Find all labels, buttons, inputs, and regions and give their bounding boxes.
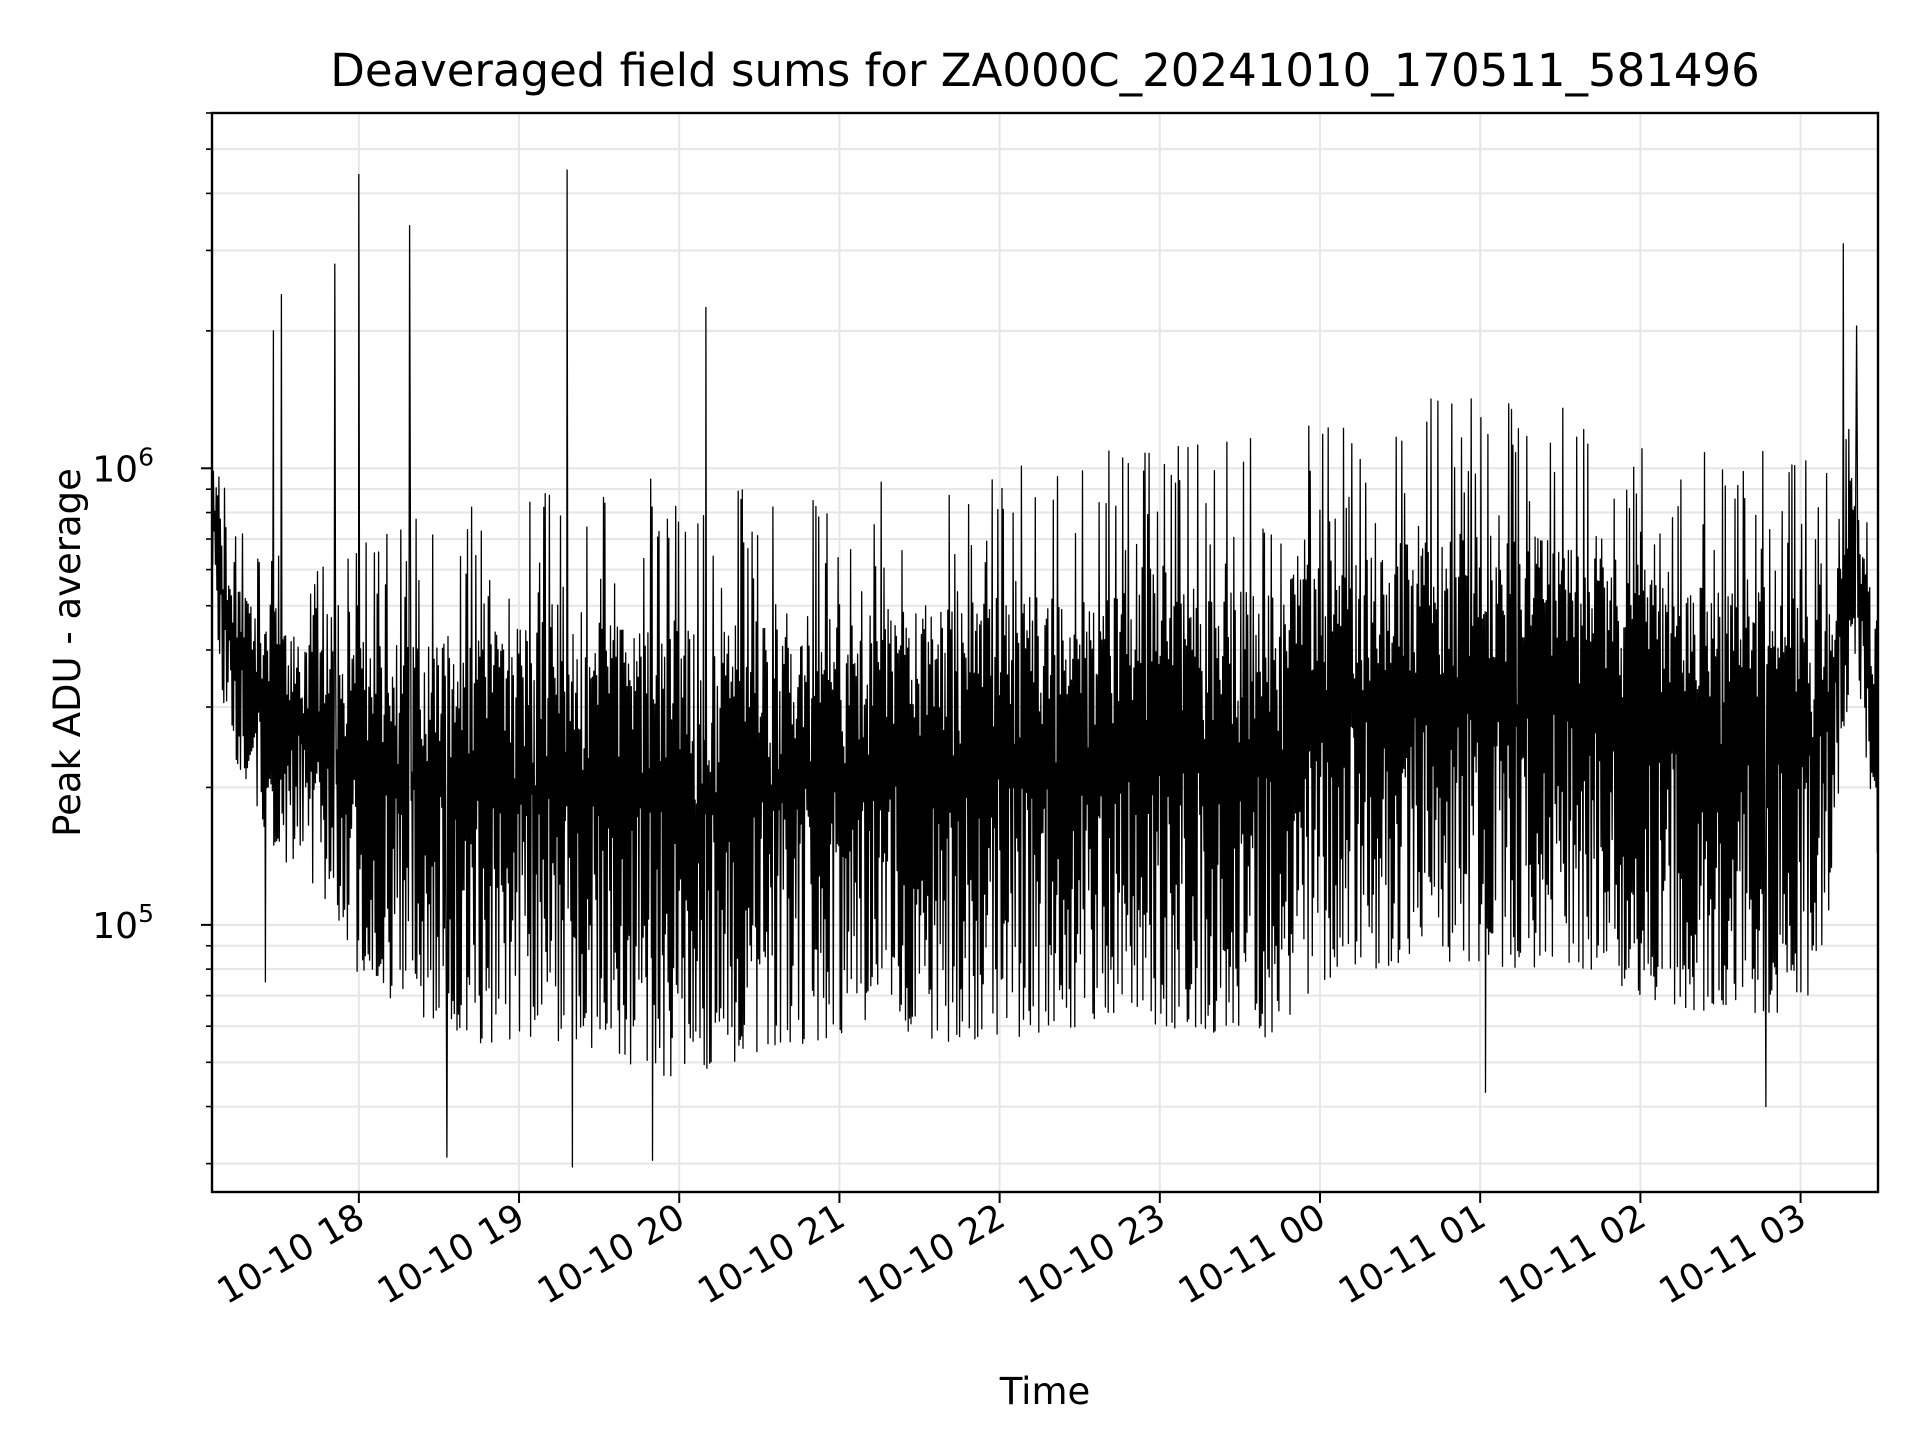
y-axis-label: Peak ADU - average — [46, 468, 89, 837]
x-tick-label: 10-11 00 — [1172, 1196, 1333, 1312]
x-tick-label: 10-11 03 — [1652, 1196, 1813, 1312]
y-tick-label: 106 — [92, 442, 154, 490]
x-tick-label: 10-10 23 — [1012, 1196, 1173, 1312]
x-tick-label: 10-11 01 — [1332, 1196, 1493, 1312]
chart-title: Deaveraged field sums for ZA000C_2024101… — [330, 44, 1760, 97]
series-line — [211, 169, 1879, 1168]
series-path — [211, 169, 1879, 1168]
x-tick-label: 10-10 19 — [371, 1196, 532, 1312]
x-tick-label: 10-10 18 — [211, 1196, 372, 1312]
y-tick-label: 105 — [92, 899, 154, 947]
x-tick-label: 10-11 02 — [1492, 1196, 1653, 1312]
x-tick-label: 10-10 20 — [531, 1196, 692, 1312]
x-tick-label: 10-10 22 — [851, 1196, 1012, 1312]
y-axis-ticks: 105 106 — [92, 112, 212, 1165]
x-axis-label: Time — [999, 1370, 1091, 1413]
x-axis-ticks: 10-10 18 10-10 19 10-10 20 10-10 21 10-10 22… — [211, 1192, 1813, 1313]
plot-frame — [210, 111, 1880, 1194]
x-tick-label: 10-10 21 — [691, 1196, 852, 1312]
